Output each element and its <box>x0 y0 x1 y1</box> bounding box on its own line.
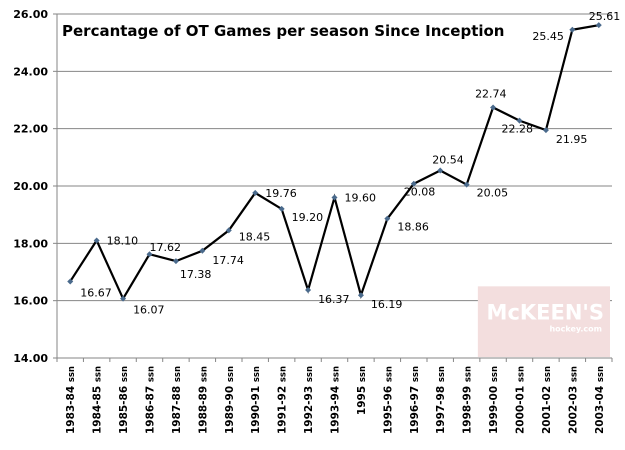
watermark-brand: McKEEN'S <box>487 300 604 324</box>
data-point-marker <box>384 215 391 222</box>
data-label: 16.67 <box>80 286 112 299</box>
data-label: 17.38 <box>180 268 212 281</box>
data-point-marker <box>93 237 100 244</box>
data-point-marker <box>199 247 206 254</box>
x-tick-label: 2003-04 ssn <box>594 366 606 434</box>
x-tick-label: 1996-97 ssn <box>409 366 421 434</box>
data-point-marker <box>172 258 179 265</box>
data-label: 19.76 <box>265 187 297 200</box>
x-tick-label: 1986-87 ssn <box>145 366 157 434</box>
data-point-marker <box>410 180 417 187</box>
x-tick-label: 1992-93 ssn <box>303 366 315 434</box>
data-point-marker <box>463 181 470 188</box>
data-point-marker <box>67 278 74 285</box>
watermark-site: hockey.com <box>549 324 602 333</box>
data-point-marker <box>225 227 232 234</box>
data-point-marker <box>305 287 312 294</box>
data-label: 18.86 <box>397 221 429 234</box>
data-label: 18.10 <box>107 234 138 247</box>
data-label: 20.54 <box>432 154 464 167</box>
x-axis-tick-labels: 1983-84 ssn 1984-85 ssn 1985-86 ssn 1986-87… <box>65 366 606 434</box>
x-tick-label: 1991-92 ssn <box>277 366 289 434</box>
x-tick-label: 1997-98 ssn <box>435 366 447 434</box>
chart-title: Percantage of OT Games per season Since … <box>62 22 505 40</box>
y-tick-label: 26.00 <box>13 8 48 21</box>
x-tick-label: 1995-96 ssn <box>382 366 394 434</box>
x-tick-label: 2002-03 ssn <box>567 366 579 434</box>
data-label: 21.95 <box>556 133 588 146</box>
watermark: McKEEN'S hockey.com <box>477 286 610 357</box>
x-tick-label: 2001-02 ssn <box>541 366 553 434</box>
data-label: 17.74 <box>212 254 244 267</box>
axes <box>53 13 613 362</box>
x-tick-label: 1989-90 ssn <box>224 366 236 434</box>
data-label: 20.08 <box>404 186 436 199</box>
x-tick-label: 1985-86 ssn <box>118 366 130 434</box>
y-tick-label: 18.00 <box>13 237 48 250</box>
data-label: 22.28 <box>502 123 534 136</box>
series-line <box>69 24 599 302</box>
data-point-marker <box>490 104 497 111</box>
x-tick-label: 1983-84 ssn <box>65 366 77 434</box>
x-tick-label: 2000-01 ssn <box>515 366 527 434</box>
data-label: 18.45 <box>239 230 270 243</box>
x-tick-label: 1995 ssn <box>356 366 368 415</box>
data-point-marker <box>437 167 444 174</box>
data-label: 19.20 <box>292 211 324 224</box>
y-tick-label: 14.00 <box>13 352 48 365</box>
x-tick-label: 1998-99 ssn <box>462 366 474 434</box>
data-point-marker <box>569 26 576 33</box>
y-tick-label: 22.00 <box>13 123 48 136</box>
series-line-path <box>69 24 599 302</box>
data-label: 20.05 <box>477 187 509 200</box>
data-point-marker <box>357 292 364 299</box>
x-tick-label: 1999-00 ssn <box>488 366 500 434</box>
data-markers <box>67 22 602 302</box>
x-tick-label: 1987-88 ssn <box>171 366 183 434</box>
data-label: 19.60 <box>345 191 377 204</box>
y-tick-label: 20.00 <box>13 180 48 193</box>
data-point-marker <box>146 251 153 258</box>
y-axis-tick-labels: 14.00 16.00 18.00 20.00 22.00 24.00 26.00 <box>13 8 48 365</box>
data-label: 16.19 <box>371 298 403 311</box>
data-label: 16.07 <box>133 304 165 317</box>
watermark-background <box>477 286 610 357</box>
data-point-marker <box>516 117 523 124</box>
data-point-marker <box>595 22 602 29</box>
data-label: 25.61 <box>589 10 621 23</box>
data-label: 17.62 <box>150 241 182 254</box>
data-label: 16.37 <box>318 293 350 306</box>
data-point-marker <box>278 205 285 212</box>
data-point-marker <box>331 194 338 201</box>
x-tick-label: 1990-91 ssn <box>250 366 262 434</box>
data-point-marker <box>252 189 259 196</box>
y-tick-label: 24.00 <box>13 65 48 78</box>
data-label: 22.74 <box>475 87 507 100</box>
x-tick-label: 1984-85 ssn <box>92 366 104 434</box>
data-point-marker <box>542 127 549 134</box>
data-point-marker <box>120 295 127 302</box>
data-label: 25.45 <box>532 30 564 43</box>
grid-lines <box>57 13 612 302</box>
x-tick-label: 1988-89 ssn <box>197 366 209 434</box>
y-tick-label: 16.00 <box>13 295 48 308</box>
x-tick-label: 1993-94 ssn <box>330 366 342 434</box>
